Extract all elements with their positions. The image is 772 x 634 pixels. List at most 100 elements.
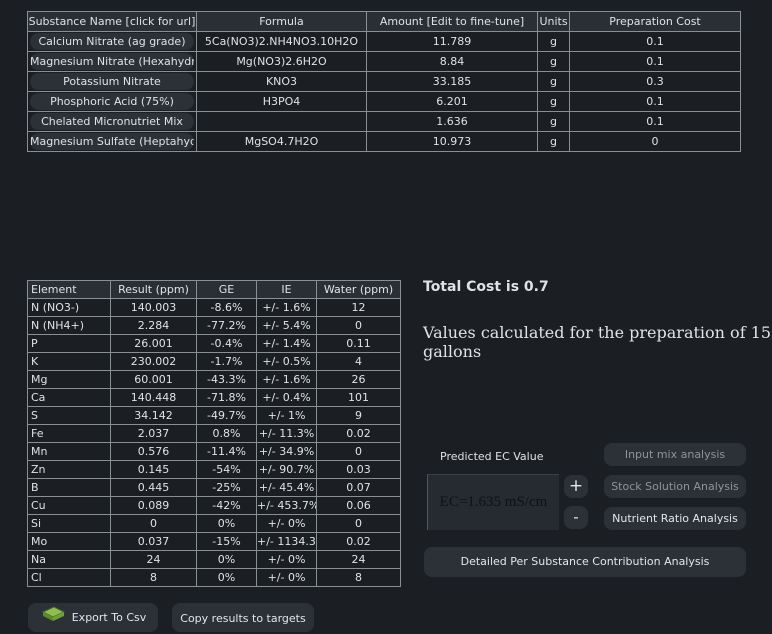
cost-cell: 0.1	[569, 31, 741, 52]
substance-row: Calcium Nitrate (ag grade) 5Ca(NO3)2.NH4N…	[27, 31, 741, 52]
units-cell: g	[537, 71, 570, 92]
ge-cell: 0%	[196, 514, 257, 533]
substance-link-button[interactable]: Chelated Micronutriet Mix	[30, 113, 194, 130]
substance-name-cell: Calcium Nitrate (ag grade)	[27, 31, 197, 52]
ie-cell: +/- 34.9%	[256, 442, 317, 461]
export-csv-button[interactable]: Export To Csv	[28, 603, 158, 632]
water-cell: 4	[316, 352, 401, 371]
result-cell: 60.001	[110, 370, 197, 389]
ge-cell: -0.4%	[196, 334, 257, 353]
element-cell: Cu	[27, 496, 111, 515]
result-row: Zn 0.145 -54% +/- 90.7% 0.03	[27, 460, 401, 479]
water-cell: 0	[316, 316, 401, 335]
formula-cell: Mg(NO3)2.6H2O	[196, 51, 367, 72]
element-cell: Cl	[27, 568, 111, 587]
ec-minus-button[interactable]: -	[564, 506, 588, 529]
result-cell: 34.142	[110, 406, 197, 425]
result-cell: 140.003	[110, 298, 197, 317]
result-cell: 26.001	[110, 334, 197, 353]
substance-link-button[interactable]: Potassium Nitrate	[30, 73, 194, 90]
substances-header-row: Substance Name [click for url] Formula Amo…	[27, 11, 741, 32]
results-column-header: GE	[196, 280, 257, 299]
water-cell: 24	[316, 550, 401, 569]
element-cell: Zn	[27, 460, 111, 479]
result-row: Mo0.037-15%+/- 1134.3%0.02	[27, 532, 401, 551]
element-cell: Mn	[27, 442, 111, 461]
substance-name-cell: Phosphoric Acid (75%)	[27, 91, 197, 112]
element-cell: B	[27, 478, 111, 497]
amount-cell[interactable]: 11.789	[366, 31, 538, 52]
water-cell: 0.02	[316, 424, 401, 443]
substance-link-button[interactable]: Phosphoric Acid (75%)	[30, 93, 194, 110]
detailed-contribution-analysis-button[interactable]: Detailed Per Substance Contribution Anal…	[424, 547, 746, 577]
ie-cell: +/- 0.5%	[256, 352, 317, 371]
result-row: Mg 60.001 -43.3% +/- 1.6% 26	[27, 370, 401, 389]
ge-cell: -8.6%	[196, 298, 257, 317]
amount-cell[interactable]: 33.185	[366, 71, 538, 92]
element-cell: Si	[27, 514, 111, 533]
results-column-header: Element	[27, 280, 111, 299]
water-cell: 12	[316, 298, 401, 317]
result-row: S 34.142 -49.7% +/- 1% 9	[27, 406, 401, 425]
substance-link-button[interactable]: Calcium Nitrate (ag grade)	[30, 33, 194, 50]
stock-solution-analysis-button[interactable]: Stock Solution Analysis	[604, 475, 746, 498]
water-cell: 26	[316, 370, 401, 389]
water-cell: 0.03	[316, 460, 401, 479]
element-cell: N (NH4+)	[27, 316, 111, 335]
copy-results-button[interactable]: Copy results to targets	[172, 603, 314, 632]
water-cell: 8	[316, 568, 401, 587]
amount-cell[interactable]: 6.201	[366, 91, 538, 112]
amount-cell[interactable]: 1.636	[366, 111, 538, 132]
cost-cell: 0.1	[569, 111, 741, 132]
amount-cell[interactable]: 10.973	[366, 131, 538, 152]
substance-link-button[interactable]: Magnesium Sulfate (Heptahydrate)	[30, 133, 194, 150]
ie-cell: +/- 1%	[256, 406, 317, 425]
substance-row: Chelated Micronutriet Mix 1.636 g 0.1	[27, 111, 741, 132]
units-cell: g	[537, 51, 570, 72]
ge-cell: 0.8%	[196, 424, 257, 443]
result-cell: 0.445	[110, 478, 197, 497]
results-header-row: Element Result (ppm) GE IE Water (ppm)	[27, 280, 401, 299]
formula-cell: 5Ca(NO3)2.NH4NO3.10H2O	[196, 31, 367, 52]
substance-row: Magnesium Nitrate (Hexahydrate)Mg(NO3)2.…	[27, 51, 741, 72]
ie-cell: +/- 0%	[256, 514, 317, 533]
ge-cell: -77.2%	[196, 316, 257, 335]
element-cell: Mo	[27, 532, 111, 551]
ie-cell: +/- 0.4%	[256, 388, 317, 407]
result-row: Na 24 0% +/- 0% 24	[27, 550, 401, 569]
nutrient-ratio-analysis-button[interactable]: Nutrient Ratio Analysis	[604, 507, 746, 530]
results-table: Element Result (ppm) GE IE Water (ppm) N (NO…	[27, 280, 401, 587]
cost-cell: 0	[569, 131, 741, 152]
result-row: N (NH4+) 2.284 -77.2% +/- 5.4% 0	[27, 316, 401, 335]
result-cell: 140.448	[110, 388, 197, 407]
substance-row: Potassium Nitrate KNO3 33.185 g 0.3	[27, 71, 741, 92]
water-cell: 0.06	[316, 496, 401, 515]
substance-row: Magnesium Sulfate (Heptahydrate)MgSO4.7H…	[27, 131, 741, 152]
water-cell: 0	[316, 442, 401, 461]
units-cell: g	[537, 131, 570, 152]
substances-column-header: Preparation Cost	[569, 11, 741, 32]
ge-cell: 0%	[196, 550, 257, 569]
amount-cell[interactable]: 8.84	[366, 51, 538, 72]
element-cell: Ca	[27, 388, 111, 407]
result-cell: 0.145	[110, 460, 197, 479]
ie-cell: +/- 1134.3%	[256, 532, 317, 551]
ec-plus-button[interactable]: +	[564, 475, 588, 498]
ie-cell: +/- 453.7%	[256, 496, 317, 515]
result-row: Si 0 0% +/- 0% 0	[27, 514, 401, 533]
substances-table: Substance Name [click for url] Formula Amo…	[27, 11, 741, 152]
water-cell: 0.02	[316, 532, 401, 551]
result-row: N (NO3-) 140.003 -8.6% +/- 1.6% 12	[27, 298, 401, 317]
result-cell: 0.089	[110, 496, 197, 515]
substance-name-cell: Magnesium Nitrate (Hexahydrate)	[27, 51, 197, 72]
substance-link-button[interactable]: Magnesium Nitrate (Hexahydrate)	[30, 53, 194, 70]
export-csv-icon	[40, 604, 66, 633]
ie-cell: +/- 11.3%	[256, 424, 317, 443]
results-column-header: Water (ppm)	[316, 280, 401, 299]
input-mix-analysis-button[interactable]: Input mix analysis	[604, 443, 746, 466]
formula-cell: KNO3	[196, 71, 367, 92]
result-cell: 8	[110, 568, 197, 587]
units-cell: g	[537, 31, 570, 52]
element-cell: N (NO3-)	[27, 298, 111, 317]
result-row: Cu 0.089 -42% +/- 453.7% 0.06	[27, 496, 401, 515]
